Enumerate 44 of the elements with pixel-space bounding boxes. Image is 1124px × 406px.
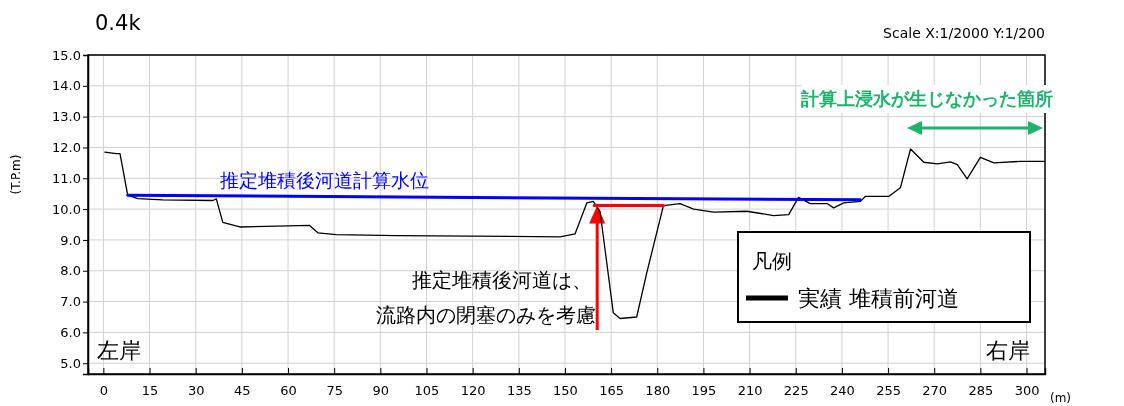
x-tick-label: 45 [234, 383, 251, 399]
x-tick-label: 240 [829, 383, 855, 399]
y-tick-label: 11.0 [52, 170, 81, 186]
x-tick-label: 75 [326, 383, 343, 399]
y-tick-label: 15.0 [52, 47, 81, 63]
x-tick-label: 30 [187, 383, 205, 399]
annotation: 左岸 [97, 338, 141, 363]
x-tick-label: 0 [99, 383, 109, 399]
x-tick-label: 105 [414, 383, 440, 399]
x-tick-label: 135 [506, 383, 532, 399]
y-axis-title: (T.P.m) [9, 154, 23, 195]
y-tick-label: 8.0 [60, 263, 81, 279]
x-tick-label: 195 [691, 383, 717, 399]
x-tick-label: 120 [460, 383, 486, 399]
x-tick-label: 60 [280, 383, 297, 399]
x-tick-label: 270 [922, 383, 948, 399]
x-tick-label: 15 [141, 383, 159, 399]
chart-title: 0.4k [95, 11, 142, 35]
legend-title: 凡例 [752, 249, 792, 273]
x-tick-label: 285 [968, 383, 994, 399]
y-tick-label: 13.0 [52, 109, 81, 125]
x-tick-label: 300 [1014, 383, 1040, 399]
annotation: 流路内の閉塞のみを考慮 [376, 303, 596, 327]
y-tick-label: 10.0 [52, 201, 81, 217]
x-tick-label: 255 [876, 383, 901, 399]
annotation: 右岸 [986, 338, 1030, 363]
y-tick-label: 14.0 [52, 78, 81, 94]
x-tick-label: 165 [599, 383, 625, 399]
annotation: 計算上浸水が生じなかった箇所 [800, 88, 1053, 109]
x-tick-label: 150 [553, 383, 578, 399]
y-tick-label: 5.0 [60, 355, 81, 371]
x-tick-label: 210 [737, 383, 763, 399]
y-tick-label: 9.0 [60, 232, 81, 248]
x-tick-label: 225 [783, 383, 809, 399]
chart-subtitle: Scale X:1/2000 Y:1/200 [883, 25, 1045, 41]
y-tick-label: 12.0 [52, 140, 81, 156]
y-tick-label: 7.0 [60, 294, 81, 310]
x-tick-label: 180 [645, 383, 671, 399]
annotation: 推定堆積後河道は、 [412, 268, 592, 292]
x-axis-title: (m) [1050, 391, 1072, 405]
x-tick-label: 90 [372, 383, 390, 399]
y-tick-label: 6.0 [60, 325, 81, 341]
legend-label: 実績 堆積前河道 [798, 286, 959, 311]
series-label: 推定堆積後河道計算水位 [219, 169, 429, 192]
